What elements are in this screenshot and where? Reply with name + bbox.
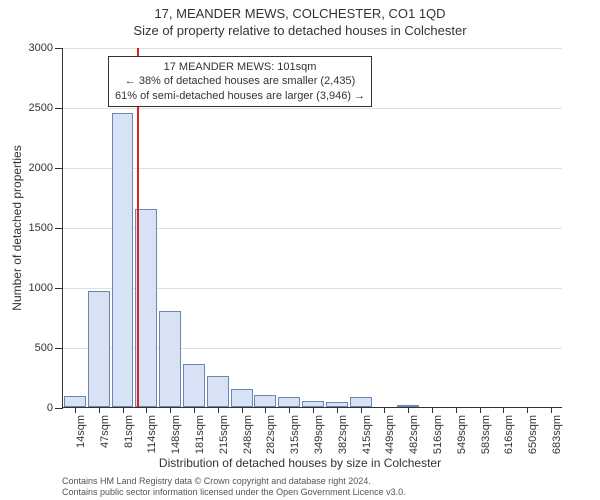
- bar: [278, 397, 300, 407]
- bar: [159, 311, 181, 407]
- x-tick: [123, 407, 124, 413]
- annotation-line2: ← 38% of detached houses are smaller (2,…: [115, 74, 365, 88]
- x-tick: [480, 407, 481, 413]
- y-tick-label: 0: [47, 402, 53, 414]
- bar: [350, 397, 372, 407]
- bar: [207, 376, 229, 407]
- x-tick: [289, 407, 290, 413]
- x-tick-label: 482sqm: [408, 415, 420, 454]
- x-tick-label: 516sqm: [432, 415, 444, 454]
- x-tick-label: 14sqm: [75, 415, 87, 448]
- x-tick-label: 181sqm: [194, 415, 206, 454]
- x-tick-label: 148sqm: [170, 415, 182, 454]
- x-tick: [527, 407, 528, 413]
- x-tick-label: 248sqm: [242, 415, 254, 454]
- x-tick-label: 449sqm: [384, 415, 396, 454]
- y-tick-label: 2500: [29, 102, 53, 114]
- x-tick: [337, 407, 338, 413]
- annotation-line3: 61% of semi-detached houses are larger (…: [115, 89, 365, 103]
- y-tick: [55, 348, 63, 349]
- x-tick: [75, 407, 76, 413]
- x-tick-label: 315sqm: [289, 415, 301, 454]
- x-tick-label: 415sqm: [361, 415, 373, 454]
- x-axis-title: Distribution of detached houses by size …: [0, 456, 600, 470]
- x-tick-label: 349sqm: [313, 415, 325, 454]
- x-tick: [361, 407, 362, 413]
- x-tick-label: 81sqm: [123, 415, 135, 448]
- bar: [397, 405, 419, 407]
- x-tick-label: 683sqm: [551, 415, 563, 454]
- x-tick: [503, 407, 504, 413]
- y-tick: [55, 48, 63, 49]
- chart-container: 17, MEANDER MEWS, COLCHESTER, CO1 1QD Si…: [0, 0, 600, 500]
- x-tick-label: 114sqm: [146, 415, 158, 453]
- y-tick: [55, 168, 63, 169]
- x-tick: [170, 407, 171, 413]
- y-tick-label: 3000: [29, 42, 53, 54]
- x-tick: [218, 407, 219, 413]
- annotation-line1: 17 MEANDER MEWS: 101sqm: [115, 60, 365, 74]
- x-tick: [194, 407, 195, 413]
- y-axis-title: Number of detached properties: [10, 145, 24, 310]
- x-tick-label: 215sqm: [218, 415, 230, 454]
- x-tick-label: 616sqm: [503, 415, 515, 454]
- bar: [326, 402, 348, 407]
- footer-attribution: Contains HM Land Registry data © Crown c…: [62, 476, 590, 499]
- bar: [231, 389, 253, 407]
- x-tick: [146, 407, 147, 413]
- x-tick-label: 382sqm: [337, 415, 349, 454]
- x-tick: [99, 407, 100, 413]
- y-tick-label: 2000: [29, 162, 53, 174]
- bar: [302, 401, 324, 407]
- x-tick-label: 650sqm: [527, 415, 539, 454]
- bar: [183, 364, 205, 407]
- y-tick: [55, 228, 63, 229]
- x-tick-label: 549sqm: [456, 415, 468, 454]
- x-tick: [384, 407, 385, 413]
- x-tick: [408, 407, 409, 413]
- x-tick: [551, 407, 552, 413]
- x-tick-label: 47sqm: [99, 415, 111, 448]
- x-tick: [456, 407, 457, 413]
- x-tick: [242, 407, 243, 413]
- footer-line2: Contains public sector information licen…: [62, 487, 590, 498]
- bar: [88, 291, 110, 407]
- x-tick-label: 282sqm: [265, 415, 277, 454]
- x-tick: [432, 407, 433, 413]
- annotation-box: 17 MEANDER MEWS: 101sqm ← 38% of detache…: [108, 56, 372, 107]
- y-tick: [55, 288, 63, 289]
- y-tick-label: 1000: [29, 282, 53, 294]
- y-tick-label: 500: [35, 342, 53, 354]
- y-tick: [55, 108, 63, 109]
- chart-title: 17, MEANDER MEWS, COLCHESTER, CO1 1QD: [0, 0, 600, 21]
- x-tick: [265, 407, 266, 413]
- bar: [254, 395, 276, 407]
- y-tick: [55, 408, 63, 409]
- x-tick: [313, 407, 314, 413]
- bar: [64, 396, 86, 407]
- chart-subtitle: Size of property relative to detached ho…: [0, 21, 600, 42]
- y-tick-label: 1500: [29, 222, 53, 234]
- x-tick-label: 583sqm: [480, 415, 492, 454]
- bar: [112, 113, 134, 407]
- footer-line1: Contains HM Land Registry data © Crown c…: [62, 476, 590, 487]
